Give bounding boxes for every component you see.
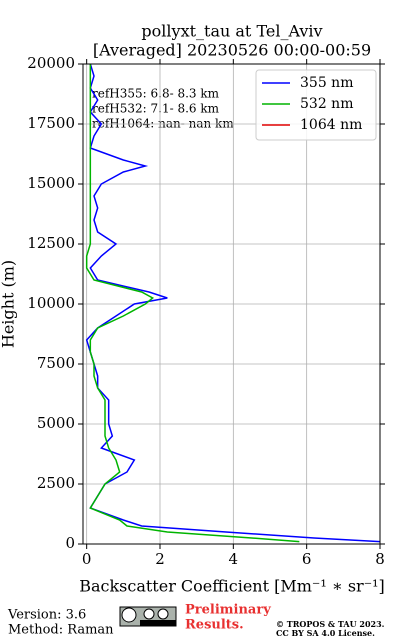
x-tick-label: 4 [229,550,239,568]
series-line [85,64,300,543]
y-tick-label: 0 [65,534,75,552]
plot-frame [82,63,381,545]
legend-label: 1064 nm [300,117,362,133]
y-tick-label: 10000 [27,294,75,312]
y-tick-label: 15000 [27,174,75,192]
y-tick-label: 2500 [37,474,75,492]
preliminary: Preliminary [185,603,271,618]
y-tick-label: 20000 [27,54,75,72]
preliminary: Results. [185,618,244,633]
version: Version: 3.6 [7,608,86,623]
x-tick-label: 0 [82,550,92,568]
y-axis-label: Height (m) [0,260,18,348]
x-tick-label: 8 [375,550,385,568]
y-tick-label: 17500 [27,114,75,132]
chart-title: pollyxt_tau at Tel_Aviv [141,22,322,41]
copyright: CC BY SA 4.0 License. [276,628,375,638]
x-tick-label: 6 [302,550,312,568]
cc-logo [119,606,177,627]
legend-label: 355 nm [300,75,353,91]
annotation: refH1064: nan- nan km [92,117,234,131]
y-tick-label: 7500 [37,354,75,372]
copyright: © TROPOS & TAU 2023. [276,619,385,629]
legend-box [255,69,377,141]
legend-label: 532 nm [300,96,353,112]
annotation: refH355: 6.8- 8.3 km [92,87,220,101]
series-line [85,64,380,543]
chart-subtitle: [Averaged] 20230526 00:00-00:59 [93,41,371,60]
x-tick-label: 2 [155,550,165,568]
method: Method: Raman [8,623,114,638]
y-tick-label: 12500 [27,234,75,252]
annotation: refH532: 7.1- 8.6 km [92,102,220,116]
y-tick-label: 5000 [37,414,75,432]
x-axis-label: Backscatter Coefficient [Mm⁻¹ ∗ sr⁻¹] [79,577,385,596]
